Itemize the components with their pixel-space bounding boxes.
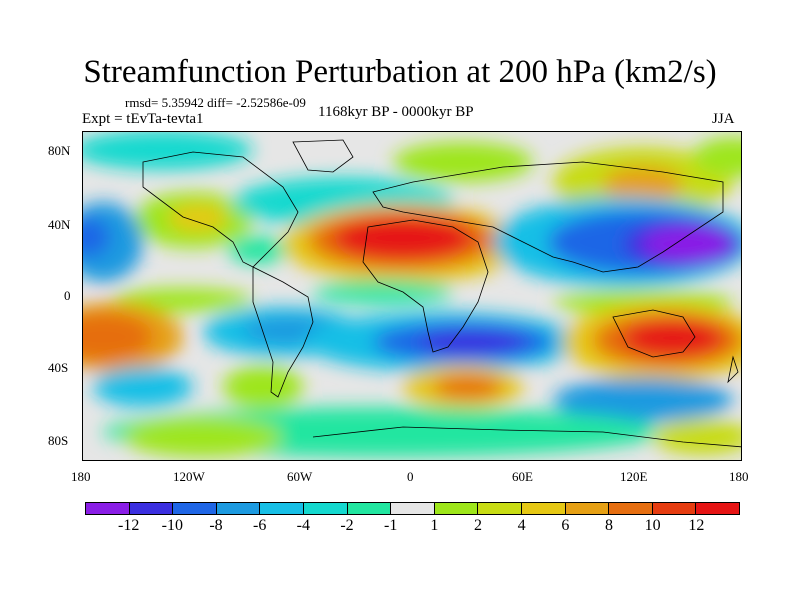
colorbar-label: -4 (296, 517, 310, 534)
y-tick-label: 80N (48, 143, 71, 158)
colorbar-segment (173, 503, 217, 514)
colorbar-label: 1 (430, 517, 439, 534)
colorbar-label: -12 (117, 517, 140, 534)
colorbar-label: 4 (517, 517, 526, 534)
colorbar-label: -8 (209, 517, 223, 534)
y-tick-label: 80S (48, 433, 69, 448)
streamfunction-map (83, 132, 741, 460)
colorbar-label: 12 (688, 517, 705, 534)
coastlines (142, 139, 741, 448)
x-tick-label: 60E (512, 469, 533, 484)
colorbar-label: 6 (561, 517, 570, 534)
colorbar-segment (521, 503, 566, 514)
x-tick-label: 120E (620, 469, 648, 484)
x-tick-label: 0 (407, 469, 414, 484)
colorbar-label: 10 (644, 517, 661, 534)
colorbar-label: -2 (340, 517, 354, 534)
x-tick-label: 120W (173, 469, 205, 484)
x-tick-label: 60W (287, 469, 313, 484)
colorbar-segment (303, 503, 348, 514)
colorbar-segment (216, 503, 261, 514)
colorbar-segment (434, 503, 479, 514)
chart-title: Streamfunction Perturbation at 200 hPa (… (83, 54, 717, 90)
colorbar-label: -1 (383, 517, 398, 534)
period-label: 1168kyr BP - 0000kyr BP (318, 104, 474, 120)
season-label: JJA (712, 111, 735, 127)
colorbar-label: -6 (252, 517, 267, 534)
map-panel (82, 131, 742, 461)
colorbar-segment (86, 503, 130, 514)
colorbar-segment (565, 503, 610, 514)
colorbar-segment (129, 503, 174, 514)
colorbar-label: 8 (605, 517, 613, 534)
y-tick-label: 0 (64, 288, 71, 303)
colorbar-segment (478, 503, 522, 514)
colorbar-label: -10 (161, 517, 183, 534)
colorbar-segment (696, 503, 739, 514)
colorbar-segment (260, 503, 304, 514)
colorbar-segment (347, 503, 392, 514)
y-tick-label: 40N (48, 217, 71, 232)
colorbar (85, 502, 740, 515)
x-tick-label: 180 (71, 469, 91, 484)
y-tick-label: 40S (48, 360, 69, 375)
colorbar-segment (391, 503, 435, 514)
stats-label: rmsd= 5.35942 diff= -2.52586e-09 (125, 95, 306, 110)
colorbar-segment (609, 503, 653, 514)
x-tick-label: 180 (729, 469, 749, 484)
experiment-label: Expt = tEvTa-tevta1 (82, 111, 204, 127)
colorbar-label: 2 (474, 517, 482, 534)
colorbar-segment (652, 503, 697, 514)
